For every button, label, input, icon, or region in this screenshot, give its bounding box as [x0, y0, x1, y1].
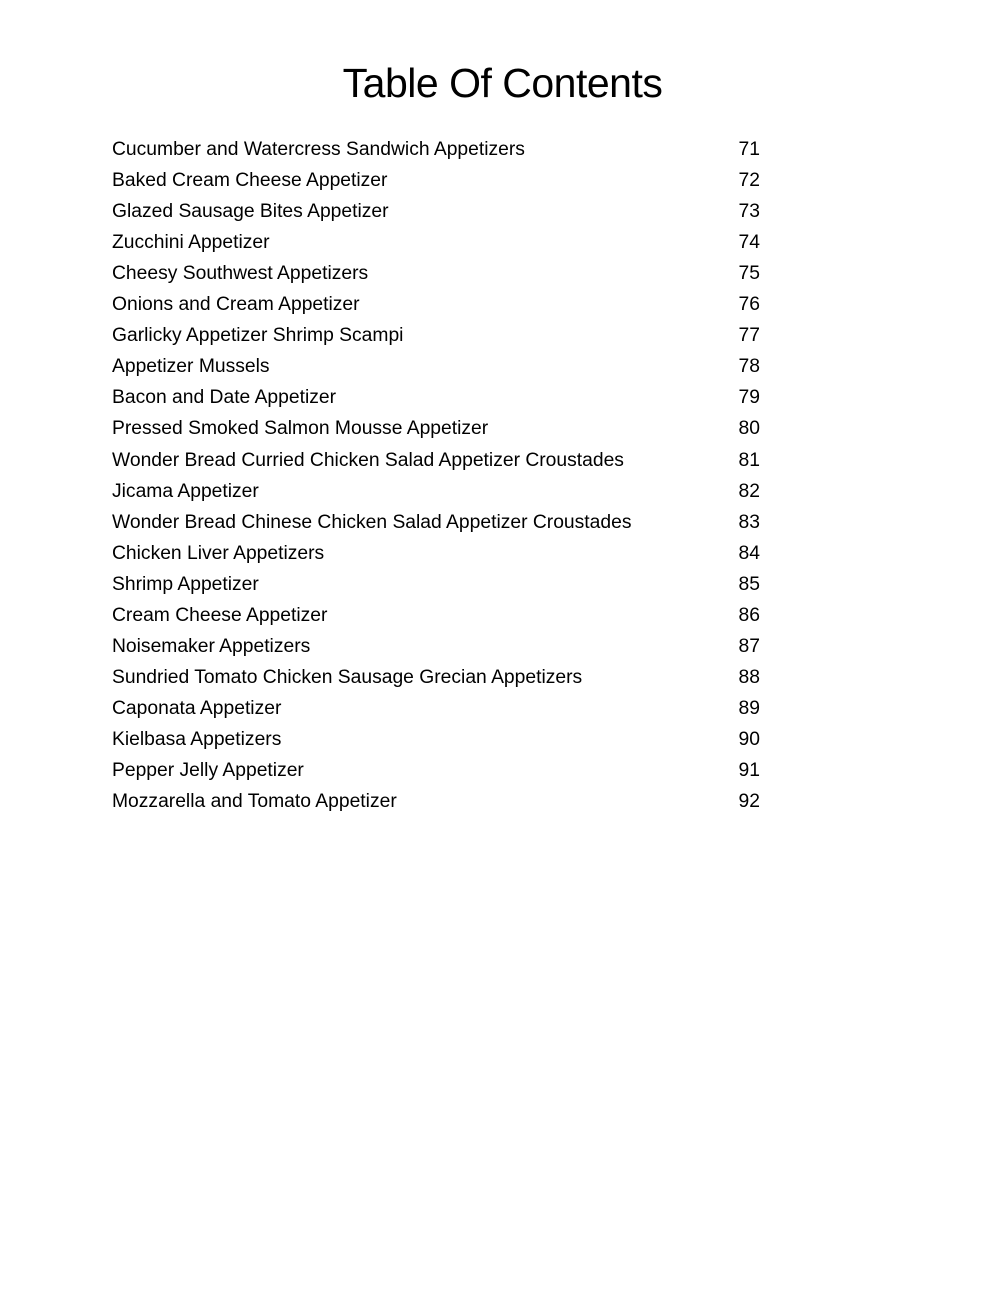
toc-entry-page-number: 79: [738, 387, 760, 409]
toc-entry-page-number: 74: [738, 232, 760, 254]
toc-entry-title: Caponata Appetizer: [112, 697, 282, 719]
toc-entry-page-number: 92: [738, 791, 760, 813]
toc-entry-title: Glazed Sausage Bites Appetizer: [112, 201, 389, 223]
toc-entry-title: Shrimp Appetizer: [112, 573, 259, 595]
toc-entry-page-number: 89: [738, 697, 760, 719]
toc-entry-page-number: 72: [738, 170, 760, 192]
toc-entry[interactable]: Cream Cheese Appetizer 86: [112, 601, 760, 631]
toc-entry-title: Baked Cream Cheese Appetizer: [112, 170, 388, 192]
toc-entry-title: Chicken Liver Appetizers: [112, 542, 325, 564]
toc-entry-title: Wonder Bread Chinese Chicken Salad Appet…: [112, 511, 632, 533]
toc-entry-title: Cheesy Southwest Appetizers: [112, 263, 369, 285]
toc-entry-title: Noisemaker Appetizers: [112, 635, 311, 657]
toc-entry[interactable]: Sundried Tomato Chicken Sausage Grecian …: [112, 663, 760, 693]
toc-entry[interactable]: Onions and Cream Appetizer 76: [112, 290, 760, 320]
toc-entry-title: Garlicky Appetizer Shrimp Scampi: [112, 325, 404, 347]
toc-entry[interactable]: Cheesy Southwest Appetizers 75: [112, 259, 760, 289]
toc-entry[interactable]: Wonder Bread Curried Chicken Salad Appet…: [112, 446, 760, 476]
toc-entry-title: Wonder Bread Curried Chicken Salad Appet…: [112, 449, 624, 471]
toc-entry-page-number: 86: [738, 604, 760, 626]
toc-entry-title: Zucchini Appetizer: [112, 232, 270, 254]
toc-entry-page-number: 85: [738, 573, 760, 595]
toc-entry[interactable]: Caponata Appetizer 89: [112, 694, 760, 724]
toc-entry[interactable]: Glazed Sausage Bites Appetizer 73: [112, 197, 760, 227]
toc-entry[interactable]: Baked Cream Cheese Appetizer 72: [112, 166, 760, 196]
toc-entry[interactable]: Mozzarella and Tomato Appetizer 92: [112, 787, 760, 817]
toc-entry-page-number: 73: [738, 201, 760, 223]
toc-entry-title: Cream Cheese Appetizer: [112, 604, 328, 626]
toc-entry[interactable]: Noisemaker Appetizers 87: [112, 632, 760, 662]
toc-entry[interactable]: Cucumber and Watercress Sandwich Appetiz…: [112, 135, 760, 165]
toc-entry-title: Appetizer Mussels: [112, 356, 270, 378]
toc-entry-page-number: 78: [738, 356, 760, 378]
toc-entry-title: Pressed Smoked Salmon Mousse Appetizer: [112, 418, 489, 440]
toc-entry-page-number: 87: [738, 635, 760, 657]
toc-entry-title: Jicama Appetizer: [112, 480, 259, 502]
toc-entry[interactable]: Pressed Smoked Salmon Mousse Appetizer 80: [112, 414, 760, 444]
toc-entry[interactable]: Garlicky Appetizer Shrimp Scampi 77: [112, 321, 760, 351]
toc-entry[interactable]: Shrimp Appetizer 85: [112, 570, 760, 600]
toc-entry-title: Mozzarella and Tomato Appetizer: [112, 791, 397, 813]
toc-entry[interactable]: Jicama Appetizer 82: [112, 477, 760, 507]
toc-entry-page-number: 77: [738, 325, 760, 347]
toc-entry[interactable]: Pepper Jelly Appetizer 91: [112, 756, 760, 786]
toc-entry-title: Onions and Cream Appetizer: [112, 294, 360, 316]
toc-entry-page-number: 83: [738, 511, 760, 533]
toc-entry[interactable]: Wonder Bread Chinese Chicken Salad Appet…: [112, 508, 760, 538]
toc-entry-title: Sundried Tomato Chicken Sausage Grecian …: [112, 666, 583, 688]
toc-entry-title: Pepper Jelly Appetizer: [112, 760, 304, 781]
toc-entry[interactable]: Zucchini Appetizer 74: [112, 228, 760, 258]
toc-entry-page-number: 84: [738, 542, 760, 564]
toc-entry-title: Cucumber and Watercress Sandwich Appetiz…: [112, 139, 525, 160]
toc-entry-page-number: 91: [738, 760, 760, 781]
toc-entry[interactable]: Chicken Liver Appetizers 84: [112, 539, 760, 569]
toc-entry-page-number: 88: [738, 666, 760, 688]
toc-entry[interactable]: Appetizer Mussels 78: [112, 352, 760, 382]
toc-entry-page-number: 75: [738, 263, 760, 285]
toc-entry-page-number: 81: [738, 449, 760, 471]
toc-entry-page-number: 71: [738, 139, 760, 160]
toc-entry-page-number: 90: [738, 728, 760, 750]
toc-entry[interactable]: Kielbasa Appetizers 90: [112, 725, 760, 755]
toc-entry-page-number: 76: [738, 294, 760, 316]
toc-entry[interactable]: Bacon and Date Appetizer 79: [112, 383, 760, 413]
page-title: Table Of Contents: [342, 60, 663, 106]
toc-entry-title: Bacon and Date Appetizer: [112, 387, 337, 409]
toc-entry-page-number: 80: [738, 418, 760, 440]
toc-entry-page-number: 82: [738, 480, 760, 502]
toc-entry-title: Kielbasa Appetizers: [112, 728, 282, 750]
